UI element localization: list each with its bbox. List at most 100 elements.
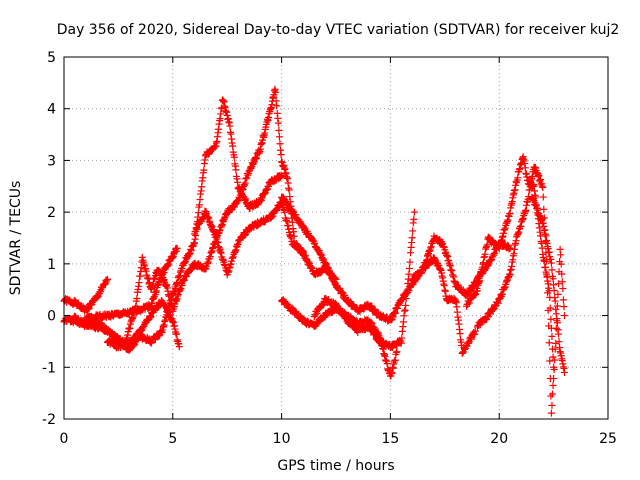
x-tick-label: 15 [381,431,399,447]
data-point [545,339,553,347]
data-point [173,244,181,252]
series-track-1 [60,275,112,315]
data-point [408,234,416,242]
data-point [133,295,141,303]
data-point [554,290,562,298]
data-point [135,279,143,287]
series-track-11 [463,153,558,371]
series-track-5 [82,244,181,323]
data-point [550,287,558,295]
plot-frame [63,56,609,420]
data-point [547,259,555,267]
data-point [275,133,283,141]
grid-layer [64,57,608,419]
x-axis-label: GPS time / hours [277,458,394,474]
data-point [409,227,417,235]
data-point [545,322,553,330]
y-tick-label: -1 [42,360,56,376]
series-track-10 [408,254,479,357]
marks-layer [60,85,568,417]
data-point [399,318,407,326]
data-point [525,193,533,201]
data-point [549,353,557,361]
chart-title: Day 356 of 2020, Sidereal Day-to-day VTE… [57,22,620,38]
y-axis-label: SDTVAR / TECUs [8,181,24,296]
data-point [550,366,558,374]
ticks-layer: 0 5 10 15 20 25 -2 -1 0 1 2 3 4 5 [42,50,617,447]
data-point [405,265,413,273]
y-tick-label: 4 [47,102,56,118]
x-tick-label: 20 [490,431,508,447]
series-track-13 [528,194,568,376]
data-point [514,174,522,182]
data-point [506,244,514,252]
data-point [554,280,562,288]
data-point [391,356,399,364]
data-point [226,122,234,130]
data-point [278,172,286,180]
data-point [543,257,551,265]
data-point [548,332,556,340]
data-point [410,215,418,223]
data-point [552,310,560,318]
data-point [281,208,289,216]
data-point [406,258,414,266]
data-point [274,119,282,127]
series-track-8 [278,193,514,325]
data-point [560,303,568,311]
data-point [538,244,546,252]
series-track-12 [473,163,568,417]
data-point [229,142,237,150]
data-point [548,401,556,409]
data-point [276,140,284,148]
data-point [393,348,401,356]
y-tick-label: 3 [47,153,56,169]
data-point [410,208,418,216]
series-track-4 [104,297,183,352]
data-point [546,357,554,365]
data-point [104,275,112,283]
data-point [402,295,410,303]
data-point [471,327,479,335]
data-point [547,409,555,417]
data-point [456,330,464,338]
data-point [547,315,555,323]
data-point [398,334,406,342]
data-point [273,102,281,110]
data-point [539,183,547,191]
data-point [540,205,548,213]
data-point [552,324,560,332]
data-point [549,381,557,389]
y-tick-label: -2 [42,412,56,428]
data-point [402,301,410,309]
data-point [539,193,547,201]
x-tick-label: 0 [60,431,69,447]
data-point [175,343,183,351]
y-tick-label: 0 [47,309,56,325]
data-point [549,275,557,283]
data-point [275,126,283,134]
data-point [550,375,558,383]
data-point [230,153,238,161]
data-point [288,218,296,226]
data-point [558,278,566,286]
data-point [559,296,567,304]
data-point [560,312,568,320]
data-point [548,266,556,274]
y-tick-label: 2 [47,205,56,221]
data-point [552,339,560,347]
x-tick-label: 25 [599,431,617,447]
data-point [554,330,562,338]
x-tick-label: 5 [168,431,177,447]
data-point [549,390,557,398]
data-point [553,319,561,327]
data-point [557,251,565,259]
data-point [559,285,567,293]
data-point [544,306,552,314]
data-point [234,178,242,186]
data-point [551,356,559,364]
data-point [544,289,552,297]
data-point [560,368,568,376]
